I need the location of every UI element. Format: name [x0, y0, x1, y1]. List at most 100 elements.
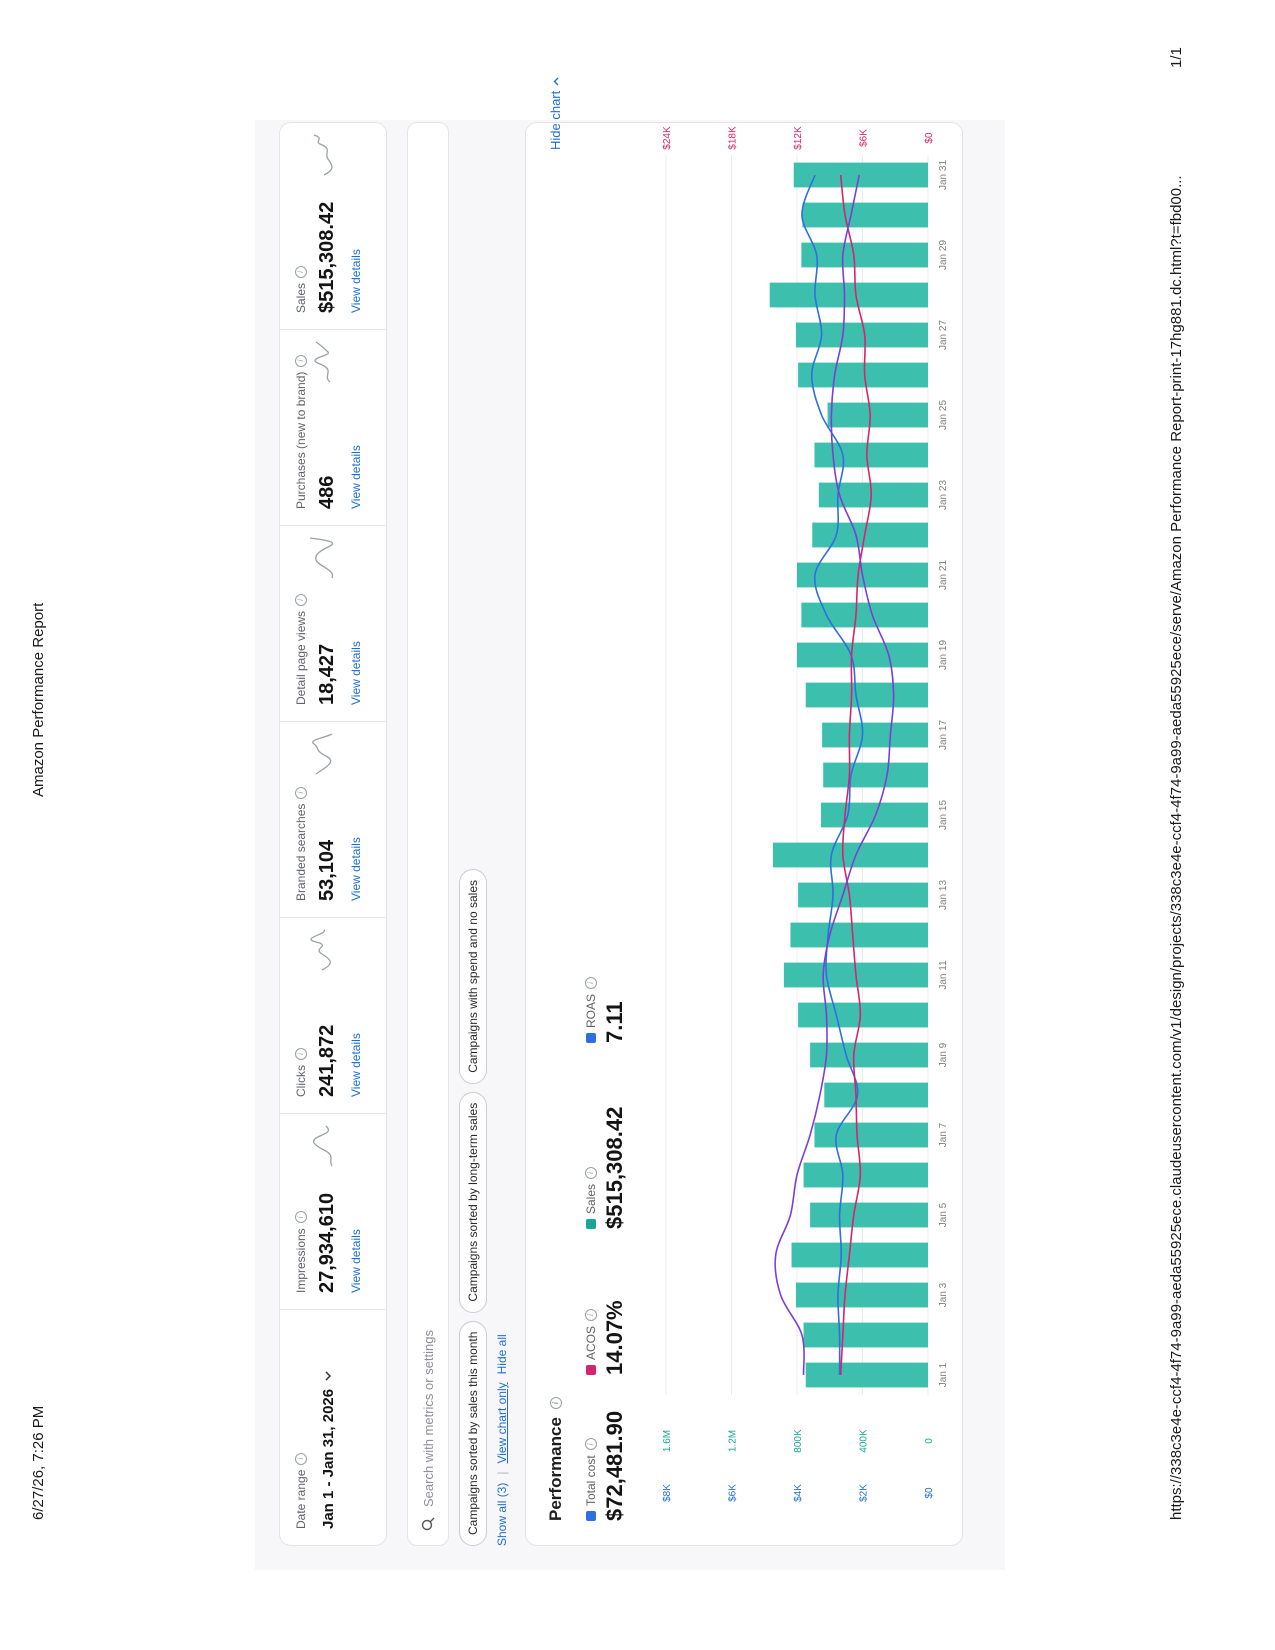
view-chart-only-link[interactable]: View chart only: [495, 1382, 509, 1464]
metric-clicks: Clicks i 241,872 View details: [280, 917, 386, 1113]
y-tick-label-cost: $8K: [662, 1484, 673, 1502]
sales-bar: [801, 602, 928, 628]
x-tick-label: Jan 15: [938, 800, 949, 830]
info-icon[interactable]: i: [295, 786, 307, 799]
print-url: https://338c3e4e-ccf4-4f74-9a99-aeda5592…: [1168, 175, 1185, 1520]
info-icon[interactable]: i: [295, 1211, 307, 1224]
print-datetime: 6/27/26, 7:26 PM: [30, 1405, 47, 1520]
chip-links: Show all (3) | View chart only Hide all: [495, 1334, 509, 1546]
hide-chart-button[interactable]: Hide chart: [548, 77, 563, 150]
search-placeholder: Search with metrics or settings: [420, 1329, 436, 1507]
x-tick-label: Jan 9: [938, 1042, 949, 1067]
view-details-link[interactable]: View details: [349, 1229, 363, 1293]
date-range-value[interactable]: Jan 1 - Jan 31, 2026: [320, 1388, 337, 1529]
date-range-label: Date range: [294, 1469, 308, 1529]
sales-bar: [810, 1202, 929, 1228]
saved-view-chips: Campaigns sorted by sales this month Cam…: [459, 869, 487, 1546]
metric-sales: Sales i $515,308.42 View details: [280, 123, 386, 329]
series-line-total-cost: [801, 174, 864, 1376]
chip-spend-no-sales[interactable]: Campaigns with spend and no sales: [459, 869, 487, 1084]
y-tick-label-impressions: 1.2M: [728, 1430, 739, 1452]
sales-bar: [769, 282, 928, 308]
y-tick-label-cost: $0: [924, 1487, 935, 1499]
x-tick-label: Jan 11: [938, 960, 949, 990]
x-tick-label: Jan 17: [938, 720, 949, 750]
y-tick-label-impressions: 400K: [859, 1429, 870, 1453]
y-tick-label-sales: $6K: [859, 129, 870, 147]
x-tick-label: Jan 29: [938, 240, 949, 270]
sales-bar: [790, 922, 929, 948]
chip-long-term-sales[interactable]: Campaigns sorted by long-term sales: [459, 1091, 487, 1313]
x-tick-label: Jan 23: [938, 480, 949, 510]
x-tick-label: Jan 3: [938, 1282, 949, 1307]
view-details-link[interactable]: View details: [349, 837, 363, 901]
search-input[interactable]: Search with metrics or settings: [407, 122, 449, 1546]
sparkline-icon: [314, 341, 331, 383]
y-tick-label-sales: $24K: [662, 126, 673, 150]
x-tick-label: Jan 19: [938, 640, 949, 670]
y-tick-label-sales: $12K: [793, 126, 804, 150]
metric-label: Purchases (new to brand): [294, 371, 308, 509]
view-details-link[interactable]: View details: [349, 445, 363, 509]
sales-bar: [798, 362, 929, 388]
info-icon[interactable]: i: [295, 265, 307, 278]
print-page-count: 1/1: [1168, 47, 1185, 68]
sales-bar: [812, 522, 928, 548]
y-tick-label-impressions: 0: [924, 1438, 935, 1444]
y-tick-label-sales: $0: [924, 132, 935, 144]
metrics-strip: Date range i Jan 1 - Jan 31, 2026 Impres…: [279, 122, 387, 1546]
x-tick-label: Jan 21: [938, 560, 949, 590]
sales-bar: [798, 1002, 929, 1028]
sales-bar: [791, 1242, 928, 1268]
x-tick-label: Jan 31: [938, 160, 949, 190]
info-icon[interactable]: i: [295, 1452, 307, 1465]
x-tick-label: Jan 13: [938, 880, 949, 910]
info-icon[interactable]: i: [295, 593, 307, 606]
sales-bar: [810, 1042, 929, 1068]
sparkline-icon: [309, 537, 334, 579]
y-tick-label-cost: $4K: [793, 1484, 804, 1502]
metric-label: Clicks: [294, 1065, 308, 1097]
sales-bar: [822, 722, 929, 748]
search-icon: [421, 1517, 435, 1531]
view-details-link[interactable]: View details: [349, 249, 363, 313]
sales-bar: [797, 642, 928, 668]
metric-branded-searches: Branded searches i 53,104 View details: [280, 721, 386, 917]
metric-label: Sales: [294, 282, 308, 313]
sales-bar: [803, 1322, 928, 1348]
sparkline-icon: [310, 929, 331, 971]
performance-chart: $0 $2K $4K $6K $8K 0 400K 800K 1.2M 1.6M $0 $6K $12K…: [662, 126, 949, 1502]
performance-card: Performance i Hide chart Total cost i $72…: [525, 77, 963, 1546]
sales-bar: [827, 402, 929, 428]
view-details-link[interactable]: View details: [349, 1033, 363, 1097]
y-tick-label-impressions: 800K: [793, 1429, 804, 1453]
date-range-cell[interactable]: Date range i Jan 1 - Jan 31, 2026: [280, 1309, 386, 1545]
series-line-impressions: [774, 174, 895, 1376]
x-tick-label: Jan 5: [938, 1202, 949, 1227]
chip-sales-this-month[interactable]: Campaigns sorted by sales this month: [459, 1320, 487, 1546]
metric-impressions: Impressions i 27,934,610 View details: [280, 1113, 386, 1309]
sales-bar: [823, 762, 929, 788]
hide-all-link[interactable]: Hide all: [495, 1334, 509, 1375]
sparkline-icon: [313, 1125, 333, 1167]
show-all-link[interactable]: Show all (3): [495, 1482, 509, 1546]
view-details-link[interactable]: View details: [349, 641, 363, 705]
y-tick-label-cost: $6K: [728, 1484, 739, 1502]
sales-bar: [805, 1362, 929, 1388]
sparkline-icon: [313, 134, 333, 176]
metric-detail-page-views: Detail page views i 18,427 View details: [280, 525, 386, 721]
y-tick-label-cost: $2K: [859, 1484, 870, 1502]
metric-purchases: Purchases (new to brand) i 486 View detai…: [280, 329, 386, 525]
x-tick-label: Jan 7: [938, 1122, 949, 1147]
metric-label: Branded searches: [294, 803, 308, 901]
sales-bar: [795, 1282, 928, 1308]
chevron-down-icon[interactable]: [325, 1371, 332, 1381]
sales-bar: [772, 842, 928, 868]
metric-label: Impressions: [294, 1228, 308, 1293]
sales-bar: [802, 202, 929, 228]
sales-bar: [805, 682, 929, 708]
y-tick-label-sales: $18K: [728, 126, 739, 150]
info-icon[interactable]: i: [295, 1048, 307, 1060]
sales-bar: [821, 802, 928, 828]
sales-bar: [795, 322, 928, 348]
